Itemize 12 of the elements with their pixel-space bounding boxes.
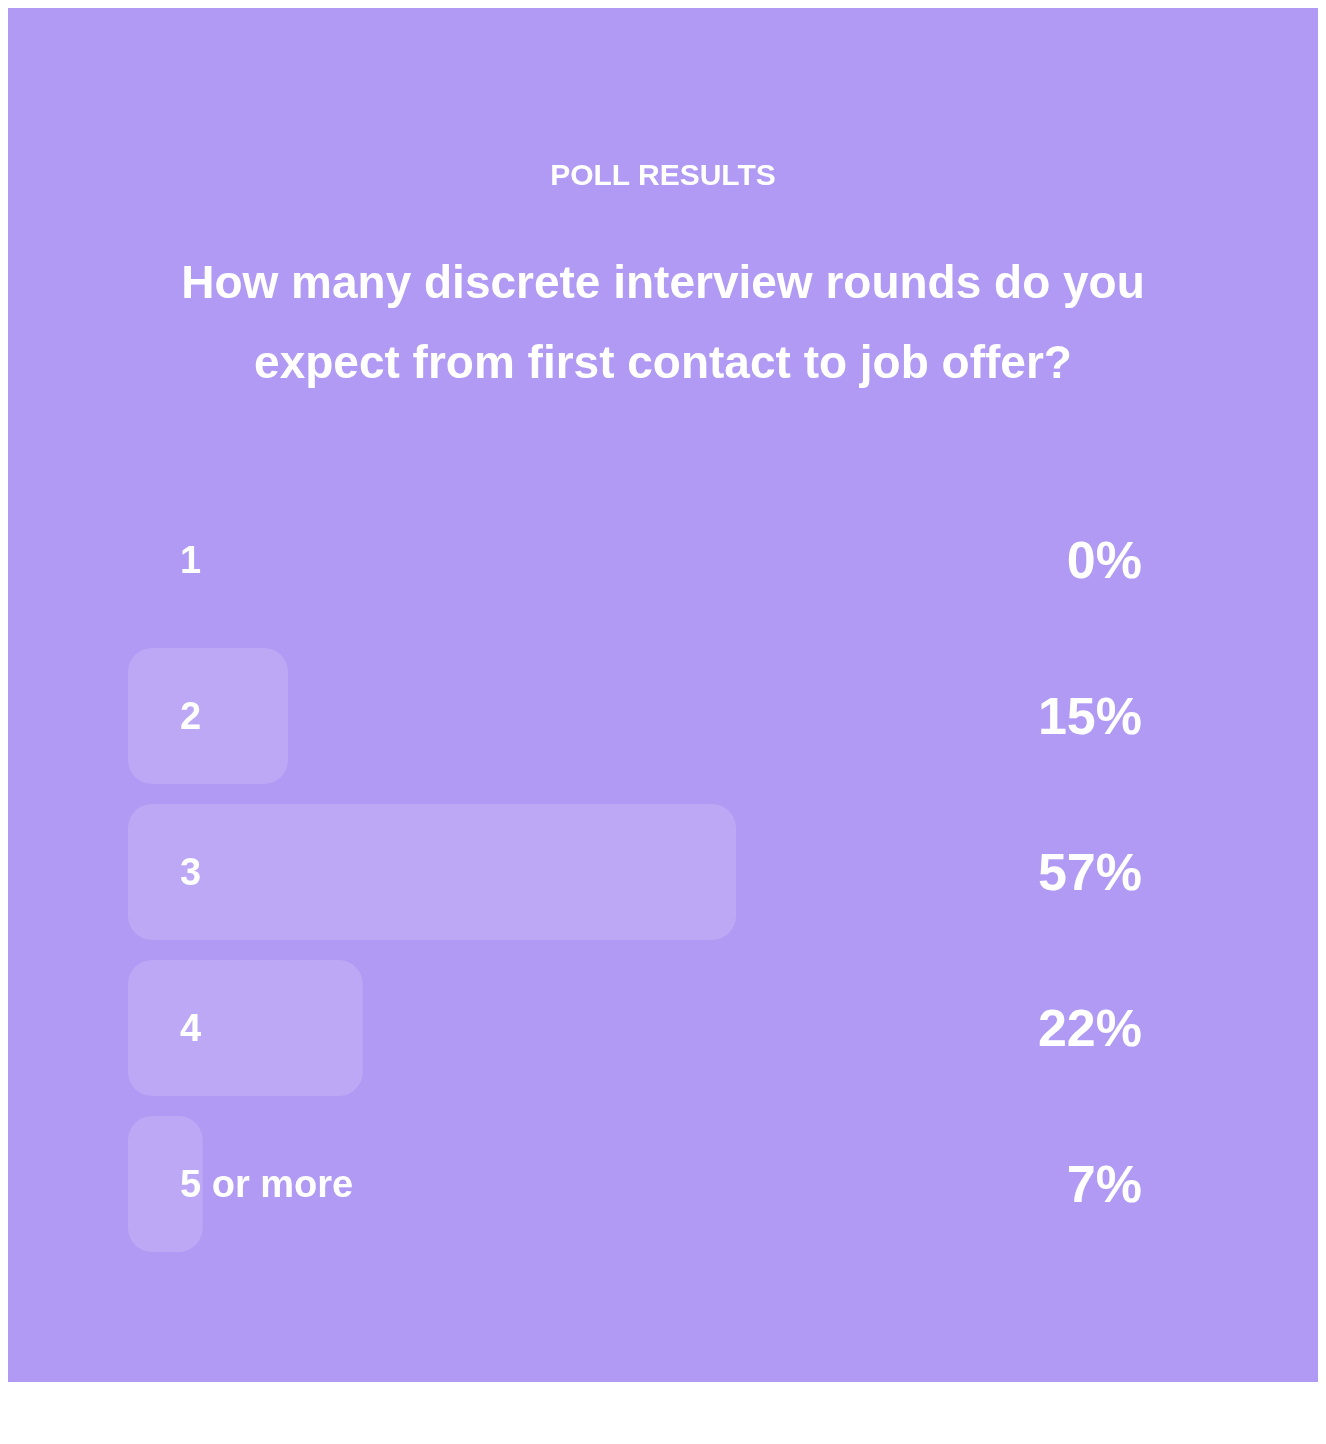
chart-subtitle: POLL RESULTS [549, 158, 777, 192]
y-tick-label: 3 [180, 851, 202, 894]
data-label: 57% [1037, 843, 1142, 902]
y-tick-label: 4 [180, 1007, 202, 1050]
data-label: 7% [1066, 1155, 1142, 1214]
data-label: 0% [1066, 531, 1142, 590]
y-tick-label: 2 [180, 695, 202, 738]
data-label: 22% [1037, 999, 1142, 1058]
y-tick-label: 5 or more [180, 1163, 354, 1206]
chart-title: How many discrete interview rounds do you expect from first contact to job offer? [180, 255, 1146, 390]
data-label: 15% [1037, 687, 1142, 746]
y-tick-label: 1 [180, 539, 202, 582]
